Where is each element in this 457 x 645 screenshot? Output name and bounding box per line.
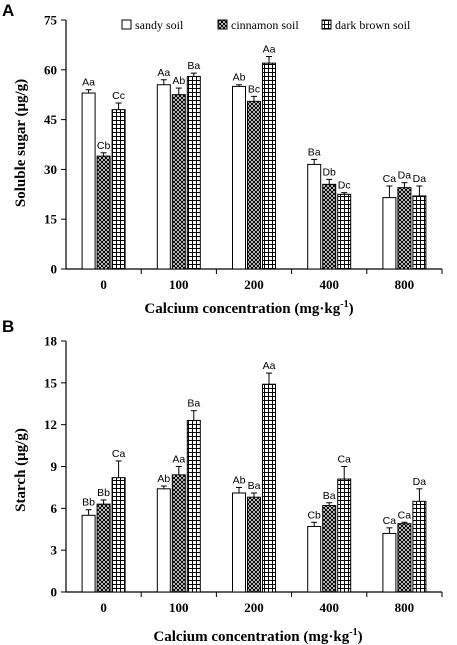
bar-cinnamon-soil-100 [171, 94, 186, 270]
x-tick-label: 400 [319, 600, 339, 615]
bar-dark-brown-soil-100 [186, 419, 201, 593]
y-tick-label: 60 [44, 62, 57, 77]
y-tick-label: 18 [44, 334, 58, 349]
y-tick-label: 0 [51, 585, 58, 600]
significance-label: Ab [172, 75, 185, 87]
y-tick-label: 75 [44, 13, 58, 28]
y-axis-title: Soluble sugar (μg/g) [13, 79, 29, 207]
y-tick-label: 6 [51, 501, 58, 516]
y-tick-label: 15 [44, 375, 58, 390]
bar-sandy-soil-100 [156, 488, 171, 593]
significance-label: Ba [248, 480, 261, 492]
significance-label: Ba [187, 398, 200, 410]
legend-swatch-cinnamon-soil [217, 19, 228, 30]
bar-cinnamon-soil-200 [247, 100, 261, 270]
significance-label: Cc [112, 90, 125, 102]
significance-label: Aa [172, 454, 185, 466]
x-tick-label: 0 [100, 277, 107, 292]
bar-sandy-soil-400 [307, 163, 322, 270]
bar-sandy-soil-0 [81, 92, 96, 270]
x-tick-label: 100 [169, 600, 189, 615]
x-tick-label: 100 [169, 277, 189, 292]
significance-label: Ab [233, 72, 246, 84]
bar-cinnamon-soil-400 [322, 183, 337, 270]
significance-label: Ba [187, 60, 200, 72]
bar-sandy-soil-800 [382, 532, 397, 593]
bar-dark-brown-soil-0 [111, 477, 126, 593]
significance-label: Ba [323, 490, 336, 502]
bar-sandy-soil-200 [232, 492, 246, 593]
significance-label: Bb [97, 487, 110, 499]
x-tick-label: 800 [395, 600, 415, 615]
bar-cinnamon-soil-0 [96, 155, 111, 270]
significance-label: Da [413, 173, 427, 185]
significance-label: Da [398, 170, 412, 182]
significance-label: Cb [307, 509, 321, 521]
significance-label: Ca [383, 515, 397, 527]
bar-cinnamon-soil-100 [171, 474, 186, 593]
x-tick-label: 200 [244, 600, 264, 615]
bar-sandy-soil-0 [81, 514, 96, 593]
significance-label: Bb [82, 497, 95, 509]
legend-label-dark-brown-soil: dark brown soil [335, 18, 411, 32]
bar-cinnamon-soil-200 [247, 496, 261, 593]
x-tick-label: 0 [100, 600, 107, 615]
bar-dark-brown-soil-400 [337, 478, 352, 593]
significance-label: Cb [97, 140, 111, 152]
significance-label: Aa [157, 67, 170, 79]
y-tick-label: 45 [44, 112, 58, 127]
significance-label: Ca [383, 173, 397, 185]
significance-label: Ca [398, 509, 412, 521]
y-tick-label: 0 [51, 262, 58, 277]
legend-label-cinnamon-soil: cinnamon soil [231, 18, 299, 32]
significance-label: Db [322, 166, 336, 178]
significance-label: Ab [157, 473, 170, 485]
significance-label: Ca [112, 448, 126, 460]
legend-label-sandy-soil: sandy soil [135, 18, 184, 32]
legend: sandy soil cinnamon soil dark brown soil [121, 18, 411, 32]
significance-label: Aa [263, 360, 276, 372]
bar-dark-brown-soil-400 [337, 193, 352, 270]
significance-label: Aa [263, 44, 276, 56]
bar-cinnamon-soil-800 [397, 523, 412, 593]
bar-sandy-soil-800 [382, 197, 397, 270]
significance-label: Ba [308, 146, 321, 158]
x-tick-label: 800 [395, 277, 415, 292]
panel-a: A sandy soil cinnamon soil dark brown so… [2, 1, 443, 317]
bar-sandy-soil-400 [307, 525, 322, 593]
y-tick-label: 15 [44, 212, 58, 227]
bar-cinnamon-soil-800 [397, 187, 412, 270]
bar-dark-brown-soil-0 [111, 109, 126, 270]
significance-label: Bc [248, 83, 260, 95]
bar-dark-brown-soil-800 [412, 195, 427, 270]
panel-b: B Starch (μg/g) Calcium concentration (m… [2, 317, 443, 645]
panel-a-letter: A [2, 1, 14, 20]
significance-label: Da [413, 476, 427, 488]
bar-sandy-soil-100 [156, 84, 171, 270]
y-axis-title: Starch (μg/g) [13, 428, 29, 512]
x-tick-label: 200 [244, 277, 264, 292]
significance-label: Dc [338, 180, 351, 192]
x-axis-title: Calcium concentration (mg·kg-1) [153, 627, 362, 645]
y-tick-label: 12 [44, 417, 57, 432]
y-tick-label: 30 [44, 162, 57, 177]
y-tick-label: 9 [51, 459, 58, 474]
bar-dark-brown-soil-100 [186, 75, 201, 270]
significance-label: Ab [233, 474, 246, 486]
bar-sandy-soil-200 [232, 85, 246, 270]
bar-dark-brown-soil-800 [412, 500, 427, 593]
x-axis-title: Calcium concentration (mg·kg-1) [144, 299, 353, 317]
panel-b-letter: B [2, 317, 14, 336]
bar-dark-brown-soil-200 [262, 383, 276, 593]
significance-label: Ca [337, 454, 351, 466]
y-tick-label: 3 [51, 543, 58, 558]
bar-dark-brown-soil-200 [262, 62, 276, 270]
significance-label: Aa [82, 77, 95, 89]
bar-cinnamon-soil-0 [96, 503, 111, 593]
bar-cinnamon-soil-400 [322, 505, 337, 593]
x-tick-label: 400 [319, 277, 339, 292]
legend-swatch-sandy-soil [121, 19, 132, 30]
legend-swatch-dark-brown-soil [321, 19, 332, 30]
